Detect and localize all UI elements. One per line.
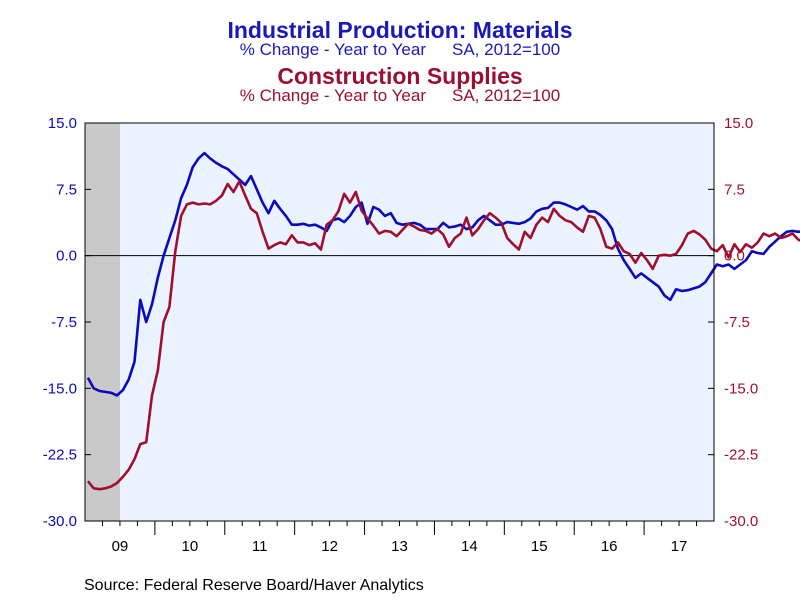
x-tick-label: 11: [252, 538, 268, 555]
left-y-tick-label: 0.0: [56, 248, 77, 265]
blue-series-title: Industrial Production: Materials: [227, 17, 573, 43]
left-y-tick-label: -22.5: [43, 447, 77, 464]
series-line-construction-supplies: [86, 180, 800, 491]
left-y-tick-label: -15.0: [43, 380, 77, 397]
x-tick-label: 15: [531, 538, 548, 555]
x-tick-label: 16: [601, 538, 618, 555]
red-subtitle-right: SA, 2012=100: [451, 86, 561, 105]
x-tick-label: 14: [461, 538, 478, 555]
blue-subtitle-right: SA, 2012=100: [451, 40, 561, 59]
right-y-tick-label: -7.5: [724, 314, 750, 331]
x-tick-label: 12: [321, 538, 338, 555]
x-tick-label: 09: [112, 538, 129, 555]
red-series-subtitle: % Change - Year to Year SA, 2012=100: [0, 86, 800, 106]
right-y-tick-label: 7.5: [724, 181, 745, 198]
right-y-tick-label: 0.0: [724, 248, 745, 265]
right-y-tick-label: -15.0: [724, 380, 758, 397]
red-subtitle-left: % Change - Year to Year: [239, 86, 426, 105]
left-y-tick-label: 7.5: [56, 181, 77, 198]
left-y-tick-label: 15.0: [48, 115, 77, 132]
plot-area: [85, 123, 714, 521]
red-series-title: Construction Supplies: [277, 63, 523, 89]
series-line-materials: [86, 151, 800, 397]
blue-subtitle-left: % Change - Year to Year: [239, 40, 426, 59]
x-tick-label: 13: [391, 538, 408, 555]
x-tick-label: 10: [181, 538, 198, 555]
blue-series-subtitle: % Change - Year to Year SA, 2012=100: [0, 40, 800, 60]
left-y-tick-label: -30.0: [43, 513, 77, 530]
right-y-tick-label: -30.0: [724, 513, 758, 530]
right-y-tick-label: -22.5: [724, 447, 758, 464]
right-y-tick-label: 15.0: [724, 115, 753, 132]
source-note: Source: Federal Reserve Board/Haver Anal…: [84, 577, 424, 594]
x-tick-label: 17: [671, 538, 688, 555]
left-y-tick-label: -7.5: [51, 314, 77, 331]
